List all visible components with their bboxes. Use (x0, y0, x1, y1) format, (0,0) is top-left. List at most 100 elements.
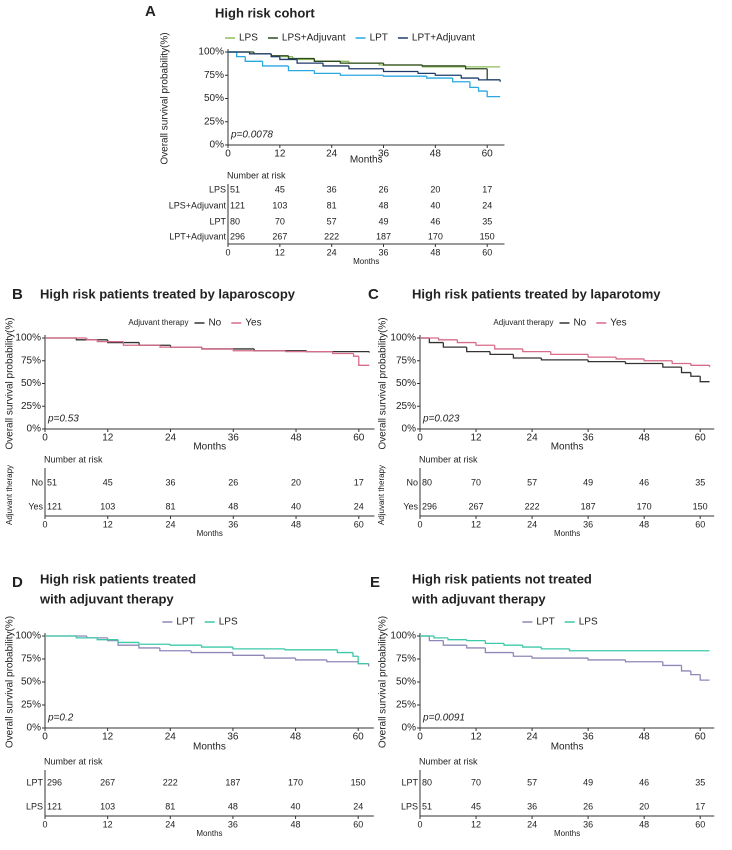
risk-count: 57 (527, 777, 537, 787)
risk-x-tick-label: 48 (639, 519, 649, 529)
risk-table-title: Number at risk (227, 170, 286, 180)
risk-count: 45 (471, 801, 481, 811)
x-tick-label: 36 (227, 732, 239, 743)
risk-count: 80 (422, 777, 432, 787)
survival-step (486, 91, 501, 98)
x-tick-label: 60 (482, 149, 494, 160)
x-tick-label: 12 (102, 433, 114, 444)
survival-step (287, 55, 315, 60)
risk-count: 17 (695, 801, 705, 811)
risk-count: 26 (583, 801, 593, 811)
risk-count: 48 (379, 200, 389, 210)
legend: Adjuvant therapy No Yes (128, 318, 261, 329)
risk-count: 170 (637, 501, 652, 511)
x-tick-label: 48 (639, 732, 651, 743)
survival-step (699, 674, 710, 681)
legend-label: LPS (579, 617, 598, 628)
survival-step (326, 659, 359, 663)
survival-step (107, 339, 140, 344)
legend-label: Yes (245, 318, 261, 329)
risk-count: 57 (527, 477, 537, 487)
risk-x-tick-label: 0 (225, 247, 230, 257)
y-tick-label: 100% (15, 631, 41, 642)
x-tick-label: 48 (639, 433, 651, 444)
risk-x-tick-label: 60 (353, 819, 363, 829)
risk-x-tick-label: 24 (527, 519, 537, 529)
y-tick-label: 100% (15, 333, 41, 344)
survival-step (624, 659, 663, 663)
x-tick-label: 12 (102, 732, 114, 743)
y-tick-label: 0% (402, 723, 417, 734)
risk-count: 45 (103, 477, 113, 487)
chart-title: High risk cohort (215, 5, 315, 20)
x-tick-label: 24 (165, 732, 177, 743)
survival-step (484, 640, 505, 645)
survival-step (690, 372, 701, 377)
risk-row-label: LPT (26, 777, 43, 787)
survival-step (522, 348, 551, 353)
x-tick-label: 12 (470, 732, 482, 743)
survival-step (426, 76, 453, 79)
survival-step (489, 351, 514, 356)
x-tick-label: 0 (42, 433, 48, 444)
risk-row-label: LPT+Adjuvant (169, 231, 226, 241)
y-tick-label: 50% (396, 378, 416, 389)
survival-step (352, 652, 359, 657)
risk-x-tick-label: 12 (103, 519, 113, 529)
survival-step (358, 356, 370, 366)
y-axis-title: Overall survival probability(%) (5, 317, 16, 449)
risk-count: 40 (430, 200, 440, 210)
survival-step (117, 639, 139, 644)
risk-count: 121 (230, 200, 245, 210)
legend-title: Adjuvant therapy (128, 318, 188, 327)
risk-x-tick-label: 0 (417, 819, 422, 829)
risk-count: 51 (422, 801, 432, 811)
risk-x-tick-label: 12 (103, 819, 113, 829)
risk-count: 103 (272, 200, 287, 210)
survival-step (680, 665, 691, 672)
survival-step (466, 645, 486, 649)
survival-step (357, 656, 369, 665)
y-tick-label: 75% (21, 654, 41, 665)
risk-count: 80 (422, 477, 432, 487)
survival-step (522, 645, 542, 648)
survival-step (433, 636, 449, 639)
survival-step (75, 636, 98, 639)
risk-x-title: Months (554, 529, 580, 538)
risk-row-label: No (31, 477, 43, 487)
x-tick-label: 24 (326, 149, 338, 160)
survival-step (451, 78, 470, 83)
survival-step (331, 351, 354, 355)
risk-x-tick-label: 24 (327, 247, 337, 257)
x-axis-title: Months (193, 742, 226, 753)
survival-step (96, 339, 124, 343)
survival-step (643, 358, 673, 362)
risk-x-tick-label: 0 (417, 519, 422, 529)
risk-x-tick-label: 60 (695, 519, 705, 529)
y-axis-title: Overall survival probability(%) (378, 616, 389, 748)
survival-step (615, 357, 645, 360)
risk-count: 40 (291, 501, 301, 511)
risk-count: 40 (291, 801, 301, 811)
risk-count: 170 (428, 231, 443, 241)
survival-step (447, 637, 467, 641)
risk-x-title: Months (353, 257, 379, 266)
x-tick-label: 24 (165, 433, 177, 444)
survival-step (466, 347, 491, 353)
x-tick-label: 36 (583, 433, 595, 444)
y-tick-label: 50% (396, 677, 416, 688)
risk-count: 267 (100, 777, 115, 787)
risk-count: 48 (228, 501, 238, 511)
risk-x-tick-label: 36 (228, 819, 238, 829)
survival-step (270, 53, 280, 58)
risk-count: 103 (100, 801, 115, 811)
risk-x-title: Months (196, 829, 222, 838)
survival-step (456, 339, 477, 344)
risk-count: 45 (275, 184, 285, 194)
survival-step (531, 656, 589, 659)
survival-step (284, 350, 333, 353)
risk-count: 26 (228, 477, 238, 487)
y-tick-label: 100% (390, 333, 416, 344)
y-tick-label: 75% (396, 654, 416, 665)
y-tick-label: 100% (390, 631, 416, 642)
